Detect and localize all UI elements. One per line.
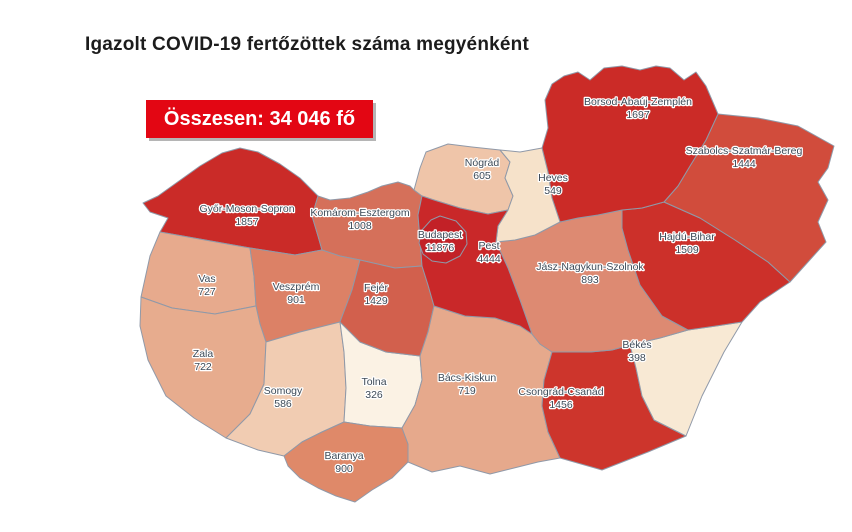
- county-label-bekes: Békés 398: [622, 339, 651, 364]
- total-badge-label: Összesen: 34 046 fő: [163, 107, 356, 130]
- county-budapest: [418, 215, 468, 264]
- county-label-komarom-esztergom: Komárom-Esztergom 1008: [310, 207, 409, 232]
- county-label-somogy: Somogy 586: [264, 385, 303, 410]
- county-label-jasz-nagykun-szolnok: Jász-Nagykun-Szolnok 893: [536, 261, 644, 286]
- county-label-gyor-moson-sopron: Győr-Moson-Sopron 1857: [199, 203, 294, 228]
- county-label-tolna: Tolna 326: [361, 376, 386, 401]
- total-badge: Összesen: 34 046 fő: [146, 100, 373, 138]
- county-label-borsod-abauj-zemplen: Borsod-Abaúj-Zemplén 1697: [584, 96, 692, 121]
- county-label-hajdu-bihar: Hajdú-Bihar 1509: [659, 231, 715, 256]
- county-label-zala: Zala 722: [193, 348, 214, 373]
- county-label-budapest: Budapest 11876: [418, 229, 462, 254]
- county-label-vas: Vas 727: [198, 273, 216, 298]
- county-label-veszprem: Veszprém 901: [273, 281, 320, 306]
- county-heves: [495, 147, 561, 243]
- county-label-csongrad-csanad: Csongrád-Csanád 1456: [518, 386, 603, 411]
- county-borsod-abauj-zemplen: [541, 65, 719, 223]
- county-label-heves: Heves 549: [538, 172, 568, 197]
- county-label-szabolcs-szatmar-bereg: Szabolcs-Szatmár-Bereg 1444: [686, 145, 803, 170]
- county-label-pest: Pest 4444: [477, 240, 501, 265]
- county-label-baranya: Baranya 900: [324, 450, 363, 475]
- county-label-nograd: Nógrád 605: [465, 157, 500, 182]
- county-label-bacs-kiskun: Bács-Kiskun 719: [438, 372, 497, 397]
- page-title: Igazolt COVID-19 fertőzöttek száma megyé…: [85, 34, 529, 55]
- county-label-fejer: Fejér 1429: [364, 282, 388, 307]
